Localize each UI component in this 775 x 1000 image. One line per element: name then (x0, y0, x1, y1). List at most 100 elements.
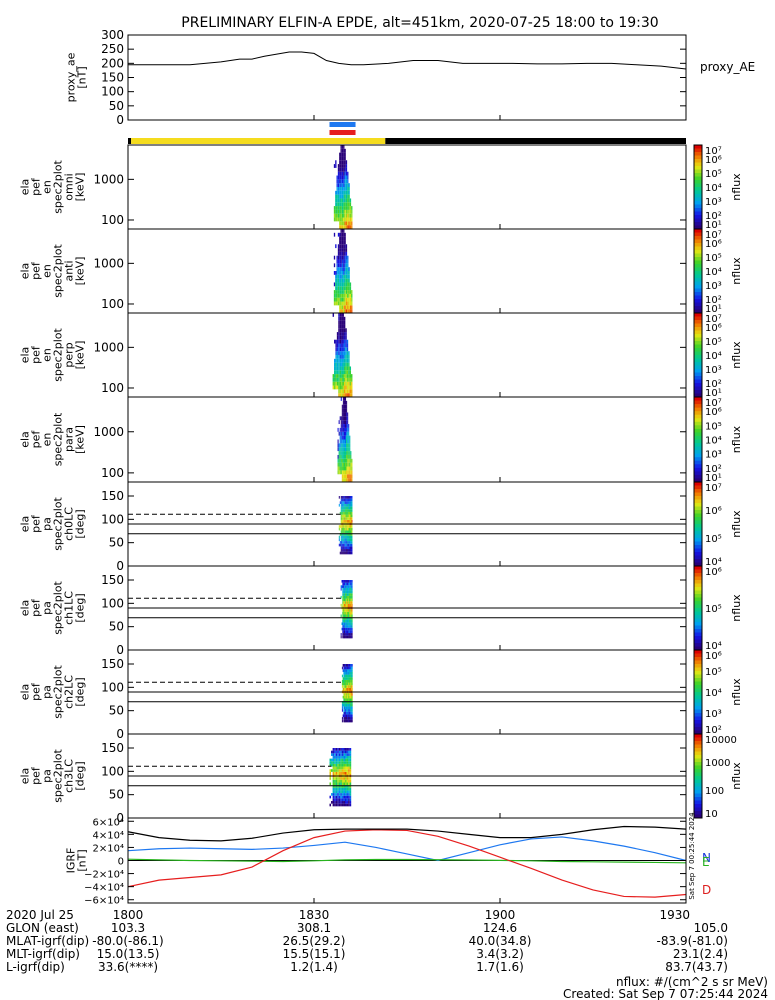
heatmap-cell (348, 309, 350, 313)
heatmap-cell (348, 286, 350, 291)
heatmap-cell (346, 509, 348, 512)
colorbar-tick-label: 10⁶ (705, 407, 722, 418)
heatmap-cell (348, 698, 350, 702)
heatmap-cell (344, 183, 346, 187)
heatmap-cell (332, 793, 335, 796)
heatmap-cell (345, 248, 348, 252)
heatmap-cell (338, 393, 340, 397)
heatmap-cell (349, 585, 351, 588)
y-tick-label: 100 (101, 512, 124, 526)
heatmap-cell (351, 601, 353, 604)
status-bar (128, 122, 686, 144)
y-tick-label: 150 (101, 657, 124, 671)
heatmap-cell (351, 221, 353, 226)
heatmap-cell (340, 236, 342, 241)
colorbar-swatch (694, 657, 702, 661)
heatmap-cell (340, 194, 342, 199)
heatmap-cell (344, 701, 346, 704)
heatmap-cell (340, 803, 342, 807)
heatmap-cell (335, 761, 338, 764)
heatmap-cell (343, 431, 345, 436)
heatmap-cell (344, 535, 346, 539)
y-axis-label: [nT] (76, 849, 89, 871)
heatmap-cell (340, 755, 342, 759)
heatmap-cell (342, 389, 344, 394)
heatmap-cell (341, 171, 344, 176)
colorbar-swatch (694, 323, 702, 328)
colorbar-swatch (694, 811, 702, 815)
heatmap-cell (347, 517, 349, 520)
heatmap-cell (347, 293, 349, 298)
heatmap-cell (337, 255, 340, 260)
heatmap-cell (336, 381, 339, 386)
y-axis-label: pa (41, 601, 54, 615)
heatmap-cell (339, 381, 342, 386)
heatmap-cell (345, 447, 347, 452)
heatmap-cell (335, 343, 337, 348)
heatmap-cell (343, 190, 345, 195)
heatmap-cell (337, 462, 339, 467)
heatmap-cell (341, 748, 344, 751)
heatmap-cell (337, 785, 339, 788)
y-tick-label: 100 (101, 213, 124, 227)
heatmap-cell (345, 427, 347, 432)
heatmap-cell (344, 633, 346, 636)
heatmap-cell (344, 706, 346, 710)
heatmap-cell (349, 677, 351, 680)
heatmap-cell (344, 630, 346, 634)
heatmap-cell (339, 305, 341, 310)
heatmap-cell (338, 385, 340, 390)
y-axis-label: pef (30, 766, 43, 785)
colorbar-swatch (694, 709, 702, 714)
colorbar-swatch (694, 369, 702, 373)
heatmap-cell (348, 687, 350, 691)
heatmap-cell (341, 541, 343, 544)
heatmap-cell (340, 496, 342, 499)
heatmap-cell (341, 282, 344, 287)
heatmap-cell (345, 801, 347, 804)
heatmap-cell (349, 202, 352, 207)
heatmap-cell (348, 431, 350, 436)
heatmap-cell (342, 617, 344, 620)
heatmap-cell (348, 305, 350, 310)
heatmap-cell (345, 164, 348, 168)
heatmap-cell (349, 779, 352, 783)
heatmap-cell (340, 771, 342, 775)
heatmap-cell (342, 669, 344, 672)
heatmap-cell (342, 603, 344, 607)
heatmap-cell (350, 711, 352, 715)
heatmap-cell (347, 462, 349, 467)
heatmap-cell (341, 511, 343, 515)
heatmap-cell (339, 389, 342, 394)
heatmap-cell (337, 175, 340, 180)
heatmap-cell (339, 324, 342, 329)
heatmap-cell (343, 790, 345, 794)
heatmap-cell (343, 198, 345, 203)
heatmap-cell (340, 175, 342, 180)
heatmap-cell (341, 412, 343, 417)
heatmap-cell (338, 803, 341, 807)
heatmap-cell (343, 187, 345, 191)
heatmap-cell (350, 693, 352, 696)
heatmap-cell (347, 666, 349, 670)
heatmap-cell (345, 496, 347, 499)
heatmap-cell (347, 622, 349, 626)
heatmap-cell (348, 795, 350, 799)
heatmap-cell (341, 706, 343, 710)
heatmap-cell (341, 466, 343, 471)
heatmap-cell (344, 706, 346, 710)
heatmap-cell (349, 466, 351, 471)
heatmap-cell (335, 755, 338, 759)
heatmap-cell (343, 598, 345, 602)
y-axis-label: para (63, 427, 76, 452)
heatmap-cell (349, 750, 352, 754)
heatmap-cell (346, 503, 348, 507)
heatmap-cell (344, 543, 346, 547)
heatmap-cell (344, 232, 346, 237)
heatmap-cell (347, 711, 349, 715)
heatmap-cell (340, 209, 342, 214)
y-axis-label: [keV] (74, 425, 87, 454)
heatmap-cell (335, 194, 337, 199)
colorbar-swatch (694, 583, 702, 588)
